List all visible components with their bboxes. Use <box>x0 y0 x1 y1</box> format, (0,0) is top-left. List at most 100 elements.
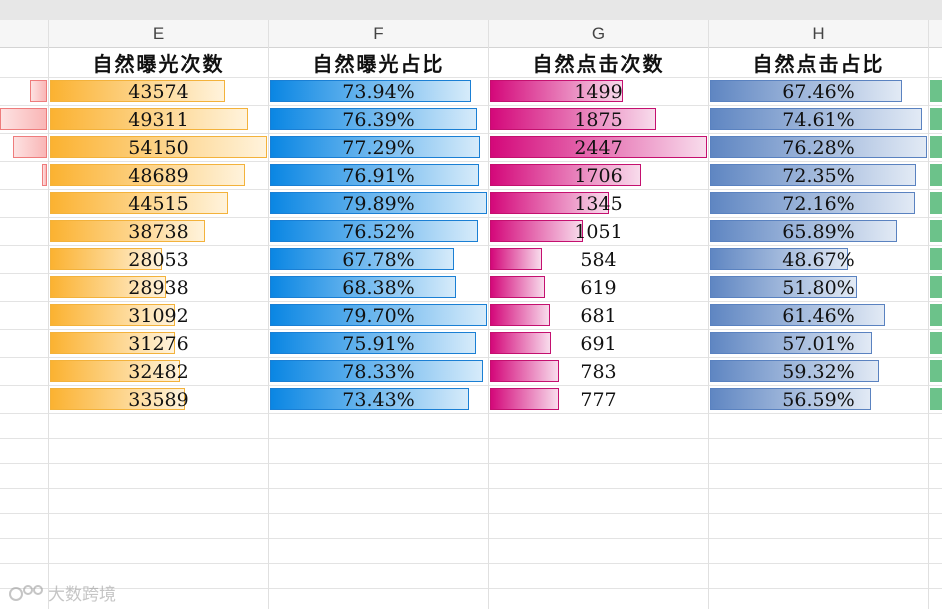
cell-value-f[interactable]: 77.29% <box>342 137 415 159</box>
cell-value-e[interactable]: 31092 <box>128 305 189 327</box>
cell-value-g[interactable]: 1345 <box>574 193 623 215</box>
row-gridline <box>0 329 942 330</box>
cell-value-e[interactable]: 28053 <box>128 249 189 271</box>
data-bar-g <box>490 108 656 130</box>
cell-value-h[interactable]: 51.80% <box>782 277 855 299</box>
cell-value-h[interactable]: 65.89% <box>782 221 855 243</box>
cell-value-f[interactable]: 78.33% <box>342 361 415 383</box>
data-bar-f <box>270 248 454 270</box>
data-bar-f <box>270 304 487 326</box>
row-gridline <box>0 105 942 106</box>
cell-value-f[interactable]: 73.94% <box>342 81 415 103</box>
data-bar-h <box>710 332 872 354</box>
header-cell-g[interactable]: 自然点击次数 <box>532 52 665 76</box>
data-bar-partial-column <box>930 304 942 326</box>
cell-value-f[interactable]: 79.89% <box>342 193 415 215</box>
row-gridline <box>0 588 942 589</box>
cell-value-e[interactable]: 38738 <box>128 221 189 243</box>
cell-value-g[interactable]: 1706 <box>574 165 623 187</box>
header-cell-h[interactable]: 自然点击占比 <box>752 52 885 76</box>
cell-value-g[interactable]: 619 <box>580 277 617 299</box>
data-bar-h <box>710 360 879 382</box>
row-gridline <box>0 77 942 78</box>
data-bar-partial-column <box>930 388 942 410</box>
cell-value-h[interactable]: 67.46% <box>782 81 855 103</box>
data-bar-partial-column <box>930 108 942 130</box>
data-bar-g <box>490 360 559 382</box>
data-bar-e <box>50 360 180 382</box>
cell-value-e[interactable]: 28938 <box>128 277 189 299</box>
data-bar-e <box>50 136 267 158</box>
row-gridline <box>0 513 942 514</box>
row-gridline <box>0 245 942 246</box>
cell-value-f[interactable]: 73.43% <box>342 389 415 411</box>
cell-value-e[interactable]: 31276 <box>128 333 189 355</box>
header-cell-e[interactable]: 自然曝光次数 <box>92 52 225 76</box>
data-bar-partial-column <box>930 360 942 382</box>
cell-value-f[interactable]: 75.91% <box>342 333 415 355</box>
data-bar-f <box>270 220 478 242</box>
cell-value-g[interactable]: 1875 <box>574 109 623 131</box>
cell-value-h[interactable]: 74.61% <box>782 109 855 131</box>
cell-value-h[interactable]: 59.32% <box>782 361 855 383</box>
column-header-f[interactable]: F <box>373 24 384 43</box>
cell-value-g[interactable]: 777 <box>580 389 617 411</box>
cell-value-f[interactable]: 79.70% <box>342 305 415 327</box>
data-bar-h <box>710 192 915 214</box>
row-gridline <box>0 161 942 162</box>
data-bar-h <box>710 248 848 270</box>
cell-value-g[interactable]: 1051 <box>574 221 623 243</box>
data-bar-h <box>710 164 916 186</box>
column-header-g[interactable]: G <box>591 24 606 43</box>
cell-value-g[interactable]: 2447 <box>574 137 623 159</box>
data-bar-g <box>490 276 545 298</box>
data-bar-f <box>270 360 483 382</box>
cell-value-h[interactable]: 76.28% <box>782 137 855 159</box>
row-gridline <box>0 217 942 218</box>
column-header-e[interactable]: E <box>152 24 165 43</box>
data-bar-h <box>710 388 871 410</box>
data-bar-e <box>50 388 185 410</box>
cell-value-h[interactable]: 72.35% <box>782 165 855 187</box>
cell-value-h[interactable]: 48.67% <box>782 249 855 271</box>
column-header-h[interactable]: H <box>812 24 825 43</box>
cell-value-f[interactable]: 76.52% <box>342 221 415 243</box>
cell-value-g[interactable]: 783 <box>580 361 617 383</box>
cell-value-e[interactable]: 54150 <box>128 137 189 159</box>
data-bar-partial-column <box>930 220 942 242</box>
cell-value-e[interactable]: 44515 <box>128 193 189 215</box>
cell-value-h[interactable]: 57.01% <box>782 333 855 355</box>
column-gridline <box>268 20 269 609</box>
cell-value-f[interactable]: 76.39% <box>342 109 415 131</box>
column-header-row <box>0 20 942 48</box>
cell-value-h[interactable]: 72.16% <box>782 193 855 215</box>
data-bar-partial-column <box>13 136 47 158</box>
row-gridline <box>0 357 942 358</box>
row-gridline <box>0 538 942 539</box>
data-bar-partial-column <box>930 192 942 214</box>
cell-value-f[interactable]: 67.78% <box>342 249 415 271</box>
cell-value-g[interactable]: 1499 <box>574 81 623 103</box>
cell-value-h[interactable]: 61.46% <box>782 305 855 327</box>
data-bar-partial-column <box>0 108 47 130</box>
cell-value-g[interactable]: 681 <box>580 305 617 327</box>
row-gridline <box>0 438 942 439</box>
data-bar-g <box>490 388 559 410</box>
cell-value-e[interactable]: 48689 <box>128 165 189 187</box>
cell-value-g[interactable]: 584 <box>580 249 617 271</box>
cell-value-e[interactable]: 43574 <box>128 81 189 103</box>
cell-value-f[interactable]: 76.91% <box>342 165 415 187</box>
row-gridline <box>0 301 942 302</box>
header-cell-f[interactable]: 自然曝光占比 <box>312 52 445 76</box>
data-bar-h <box>710 220 897 242</box>
row-gridline <box>0 488 942 489</box>
cell-value-g[interactable]: 691 <box>580 333 617 355</box>
cell-value-h[interactable]: 56.59% <box>782 389 855 411</box>
cell-value-e[interactable]: 32482 <box>128 361 189 383</box>
data-bar-f <box>270 192 487 214</box>
row-gridline <box>0 189 942 190</box>
cell-value-e[interactable]: 33589 <box>128 389 189 411</box>
cell-value-f[interactable]: 68.38% <box>342 277 415 299</box>
cell-value-e[interactable]: 49311 <box>128 109 189 131</box>
